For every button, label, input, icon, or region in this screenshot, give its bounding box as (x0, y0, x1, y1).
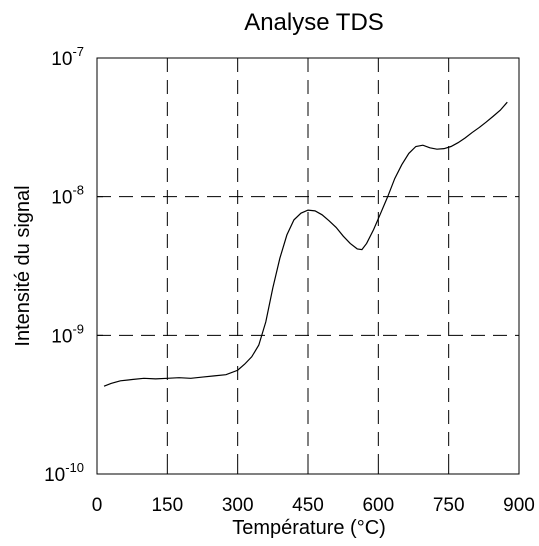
x-tick-label: 0 (92, 495, 103, 516)
x-tick-label: 600 (362, 495, 394, 516)
y-tick-labels: 10-10 10-9 10-8 10-7 (44, 44, 84, 486)
chart-title: Analyse TDS (244, 9, 384, 36)
tick-marks (96, 57, 520, 475)
x-tick-labels: 0 150 300 450 600 750 900 (92, 495, 535, 516)
x-tick-label: 300 (222, 495, 254, 516)
y-tick-label: 10-8 (51, 183, 84, 209)
y-tick-label: 10-7 (51, 44, 84, 70)
y-axis-label: Intensité du signal (12, 185, 34, 346)
x-tick-label: 150 (151, 495, 183, 516)
y-tick-label: 10-10 (44, 460, 84, 486)
x-axis-label: Température (°C) (232, 517, 386, 539)
x-tick-label: 900 (503, 495, 535, 516)
x-tick-label: 750 (433, 495, 465, 516)
x-tick-label: 450 (292, 495, 324, 516)
y-tick-label: 10-9 (51, 321, 84, 347)
series-line (103, 101, 508, 387)
grid-lines (97, 58, 519, 474)
